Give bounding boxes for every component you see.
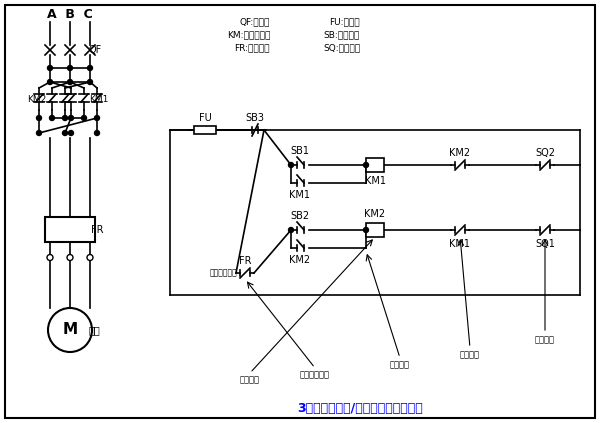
Text: 限位开关: 限位开关 [535,335,555,344]
Circle shape [67,80,73,85]
Circle shape [88,66,92,71]
Circle shape [82,115,86,121]
Text: 热继电器触点: 热继电器触点 [210,269,238,277]
Text: SB:按钮开关: SB:按钮开关 [324,30,360,39]
Text: SQ2: SQ2 [535,148,555,158]
Bar [45,217,95,242]
Text: SB3: SB3 [245,113,265,123]
Text: KM:交流接触器: KM:交流接触器 [227,30,270,39]
Circle shape [67,255,73,261]
Text: FR: FR [91,225,103,235]
Circle shape [289,228,293,233]
Text: 3电动机正反转/双重联锁控制电路图: 3电动机正反转/双重联锁控制电路图 [297,401,423,415]
Circle shape [49,115,55,121]
Text: 热继电器触点: 热继电器触点 [300,371,330,379]
Text: A  B  C: A B C [47,8,93,22]
Circle shape [47,255,53,261]
Circle shape [289,162,293,168]
Circle shape [364,228,368,233]
Text: QF: QF [89,45,102,55]
Circle shape [48,308,92,352]
Text: SB1: SB1 [290,146,310,156]
Circle shape [67,66,73,71]
Text: 互锁触点: 互锁触点 [460,351,480,360]
Text: KM1: KM1 [89,96,108,104]
Text: KM1: KM1 [290,190,311,200]
Text: KM1: KM1 [365,176,386,186]
Text: KM1: KM1 [449,239,470,249]
Text: KM2: KM2 [449,148,470,158]
Text: FU:熔断器: FU:熔断器 [329,17,360,27]
Text: SQ:限位开关: SQ:限位开关 [323,44,360,52]
Text: QF:断路器: QF:断路器 [239,17,270,27]
Circle shape [95,131,100,135]
Circle shape [37,131,41,135]
Circle shape [47,80,53,85]
Text: KM2: KM2 [27,96,46,104]
Text: FR:热继电器: FR:热继电器 [235,44,270,52]
Circle shape [47,66,53,71]
Text: 电机: 电机 [88,325,100,335]
Circle shape [88,80,92,85]
Circle shape [364,162,368,168]
Circle shape [87,255,93,261]
Text: KM2: KM2 [289,255,311,265]
Circle shape [95,115,100,121]
Text: FR: FR [239,256,251,266]
Text: 线圈合闸: 线圈合闸 [240,376,260,385]
Text: SQ1: SQ1 [535,239,555,249]
Text: SB2: SB2 [290,211,310,221]
Circle shape [37,115,41,121]
Text: M: M [62,322,77,338]
Text: FU: FU [199,113,211,123]
Circle shape [68,131,74,135]
Circle shape [62,115,67,121]
Circle shape [62,131,67,135]
Circle shape [68,115,74,121]
Bar [366,158,384,172]
Bar [194,126,216,134]
Text: 自锁触点: 自锁触点 [390,360,410,370]
Text: KM2: KM2 [364,209,386,219]
Bar [366,223,384,237]
